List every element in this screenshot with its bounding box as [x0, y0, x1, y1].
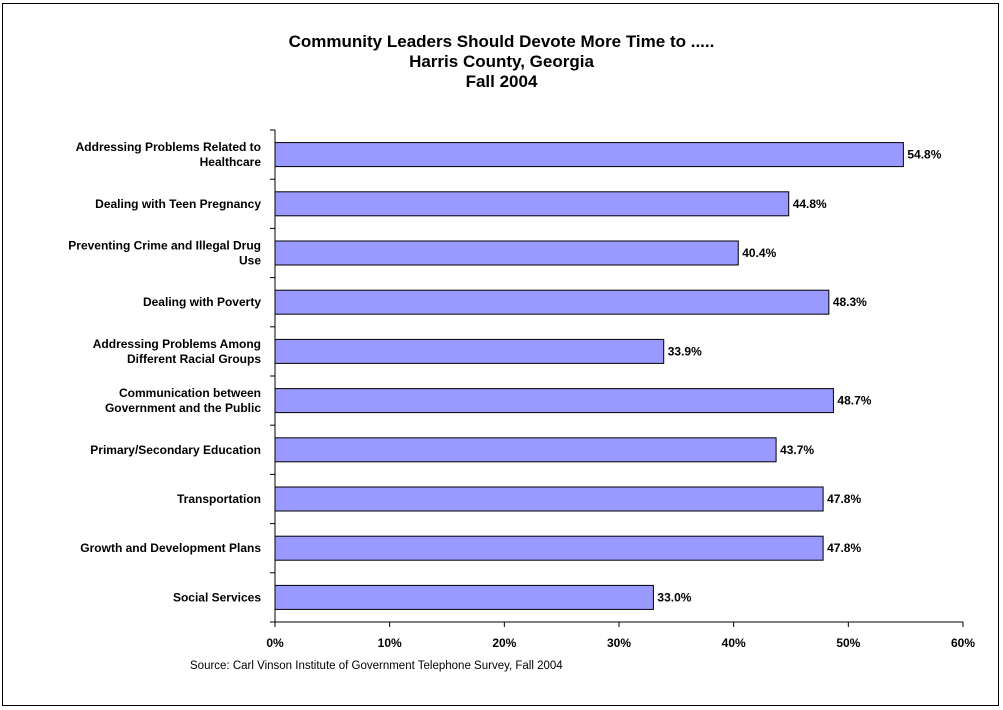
category-label: Communication between Government and the … — [105, 386, 261, 415]
value-label: 33.9% — [668, 344, 702, 358]
bar — [274, 240, 739, 266]
bar — [274, 142, 904, 168]
category-label: Dealing with Poverty — [143, 295, 261, 309]
value-label: 43.7% — [780, 443, 814, 457]
category-label: Addressing Problems Related to Healthcare — [76, 140, 262, 169]
x-tick-label: 20% — [492, 636, 516, 650]
bar — [274, 437, 777, 463]
x-tick-label: 0% — [266, 636, 284, 650]
chart-title-line-2: Harris County, Georgia — [409, 52, 594, 71]
x-tick-label: 60% — [951, 636, 975, 650]
x-tick-label: 50% — [836, 636, 860, 650]
x-tick-label: 10% — [378, 636, 402, 650]
value-label: 44.8% — [793, 197, 827, 211]
category-label: Preventing Crime and Illegal Drug Use — [68, 239, 261, 268]
value-label: 47.8% — [827, 541, 861, 555]
bar — [274, 535, 824, 561]
category-label: Social Services — [173, 590, 261, 604]
bar — [274, 584, 654, 610]
category-label: Transportation — [177, 492, 261, 506]
bar — [274, 191, 790, 217]
value-label: 40.4% — [742, 246, 776, 260]
category-label: Growth and Development Plans — [80, 541, 261, 555]
bar — [274, 388, 834, 414]
bar — [274, 338, 665, 364]
bar — [274, 486, 824, 512]
source-note: Source: Carl Vinson Institute of Governm… — [190, 660, 563, 672]
value-label: 47.8% — [827, 492, 861, 506]
category-label: Dealing with Teen Pregnancy — [95, 197, 261, 211]
category-label: Addressing Problems Among Different Racia… — [93, 337, 262, 366]
bar — [274, 289, 830, 315]
x-tick-label: 30% — [607, 636, 631, 650]
category-label: Primary/Secondary Education — [90, 443, 261, 457]
value-label: 48.7% — [837, 394, 871, 408]
value-label: 48.3% — [833, 295, 867, 309]
value-label: 33.0% — [657, 590, 691, 604]
x-tick-label: 40% — [722, 636, 746, 650]
chart-frame — [2, 3, 999, 706]
value-label: 54.8% — [907, 148, 941, 162]
chart-title-line-3: Fall 2004 — [465, 72, 538, 91]
chart-title-line-1: Community Leaders Should Devote More Tim… — [288, 32, 715, 51]
